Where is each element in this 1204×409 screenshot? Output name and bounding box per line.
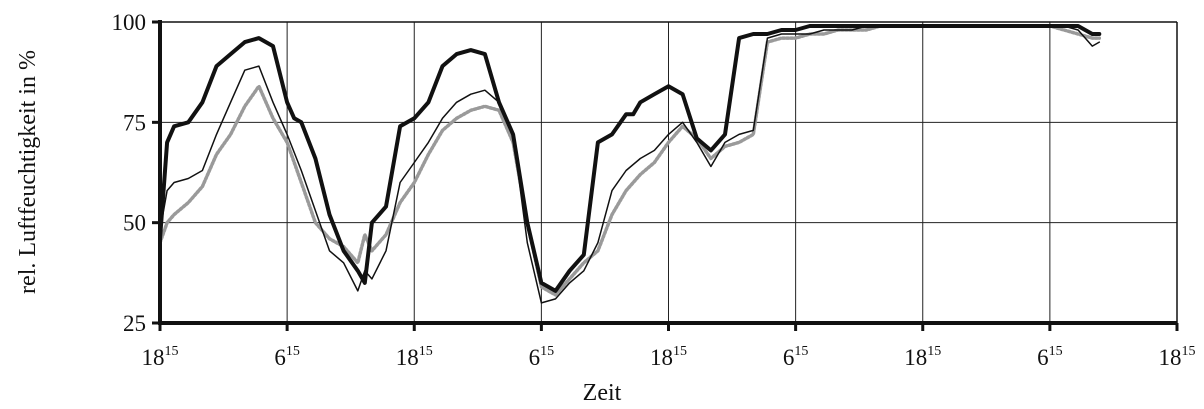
x-tick-label: 1815 [904, 344, 941, 370]
y-axis-title: rel. Luftfeuchtigkeit in % [15, 50, 41, 294]
y-tick-label: 100 [112, 10, 147, 35]
x-tick-label: 615 [529, 344, 555, 370]
series-line-thin [159, 25, 1101, 304]
series-group [158, 24, 1102, 304]
x-tick-label: 1815 [396, 344, 433, 370]
series-line-thick [158, 24, 1102, 293]
series-line-dotted [158, 24, 1102, 297]
grid-lines [159, 21, 1178, 324]
y-tick-labels: 25 50 75 100 [112, 10, 147, 336]
y-tick-label: 75 [123, 110, 146, 135]
y-tick-label: 50 [123, 211, 146, 236]
x-tick-label: 615 [1037, 344, 1063, 370]
x-tick-label: 615 [274, 344, 300, 370]
x-tick-label: 1815 [650, 344, 687, 370]
x-tick-label: 1815 [142, 344, 179, 370]
x-tick-labels: 1815 615 1815 615 1815 615 1815 615 1815 [142, 344, 1196, 370]
y-tick-label: 25 [123, 311, 146, 336]
x-axis-title: Zeit [583, 380, 622, 406]
axes-frame [152, 20, 1179, 331]
x-tick-label: 615 [783, 344, 809, 370]
x-tick-label: 1815 [1159, 344, 1196, 370]
